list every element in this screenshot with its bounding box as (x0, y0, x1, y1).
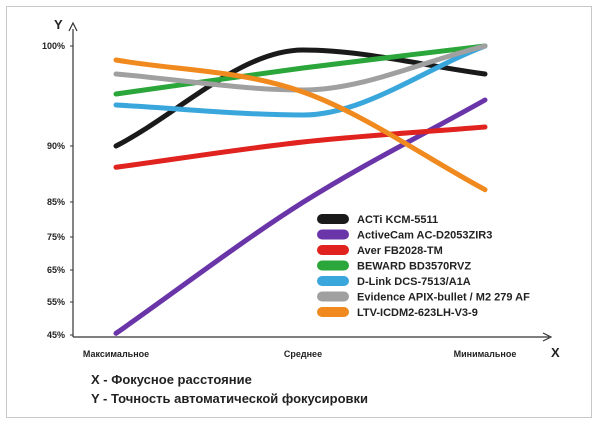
y-tick-label: 65% (47, 265, 65, 275)
legend-label: BEWARD BD3570RVZ (357, 261, 471, 273)
series-line-5 (113, 43, 488, 118)
legend-swatch (317, 245, 349, 255)
chart-legend: ACTi KCM-5511 ActiveCam AC-D2053ZIR3 Aver … (317, 214, 530, 319)
legend-swatch (317, 229, 349, 240)
series-lines (113, 43, 488, 336)
chart-axes: Y X 100% 90% 85% 75% 65% 55% 45% Максимальное Сред… (42, 17, 560, 360)
x-axis-arrow (542, 332, 553, 342)
series-line-3 (113, 124, 488, 170)
y-tick-label: 85% (47, 197, 65, 207)
legend-swatch (317, 260, 349, 271)
legend-swatch (317, 307, 349, 317)
x-tick-label: Среднее (284, 349, 322, 359)
y-tick-label: 55% (47, 297, 65, 307)
legend-label: D-Link DCS-7513/A1A (357, 276, 471, 288)
y-tick-label: 45% (47, 330, 65, 340)
x-tick-label: Минимальное (454, 349, 517, 359)
line-chart: Y X 100% 90% 85% 75% 65% 55% 45% Максимальное Сред… (42, 17, 560, 360)
legend-label: ActiveCam AC-D2053ZIR3 (357, 230, 492, 242)
legend-swatch (317, 291, 349, 302)
x-tick-label: Максимальное (83, 349, 149, 359)
series-line-4 (113, 43, 488, 97)
y-axis-label: Y (54, 17, 63, 32)
x-axis-label: X (551, 345, 560, 360)
y-tick-label: 90% (47, 141, 65, 151)
legend-label: Aver FB2028-TM (357, 245, 443, 257)
y-axis-note: Y - Точность автоматической фокусировки (91, 391, 369, 406)
y-tick-label: 75% (47, 232, 65, 242)
chart-frame: Y X 100% 90% 85% 75% 65% 55% 45% Максимальное Сред… (6, 6, 592, 418)
legend-label: Evidence APIX-bullet / M2 279 AF (357, 292, 530, 304)
legend-swatch (317, 214, 349, 224)
y-tick-label: 100% (42, 41, 65, 51)
series-line-7 (113, 57, 488, 193)
y-axis-arrow (68, 21, 78, 32)
legend-label: LTV-ICDM2-623LH-V3-9 (357, 307, 478, 319)
x-axis-note: X - Фокусное расстояние (91, 372, 252, 387)
legend-swatch (317, 276, 349, 286)
legend-label: ACTi KCM-5511 (357, 214, 438, 226)
